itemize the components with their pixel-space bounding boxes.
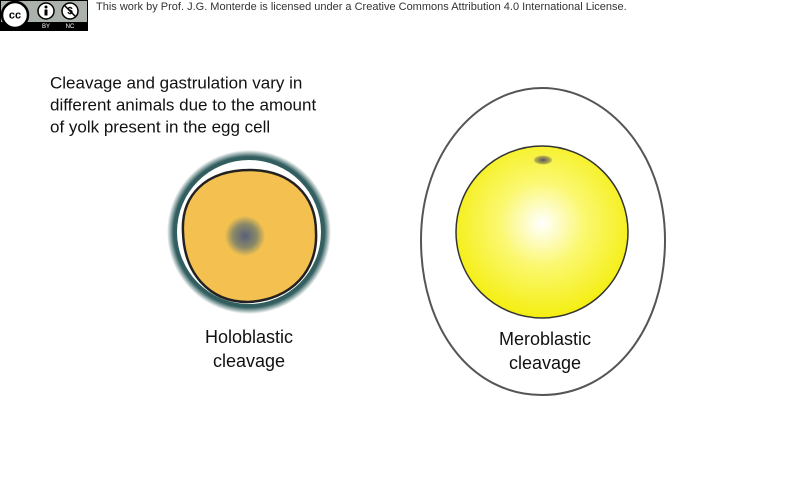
by-icon-body (44, 9, 48, 16)
description-line: Cleavage and gastrulation vary in (50, 73, 302, 92)
badge-by: BY (42, 24, 50, 30)
germinal-disc (534, 155, 552, 165)
holoblastic-egg (167, 150, 331, 314)
badge-strip (1, 22, 87, 30)
meroblastic-egg (419, 86, 667, 397)
badge-nc: NC (66, 24, 75, 30)
description-line: different animals due to the amount (50, 95, 316, 114)
figure-label: cleavage (509, 353, 581, 373)
nucleus (225, 216, 265, 256)
cc-circle (0, 0, 30, 30)
license-badge[interactable]: cc $ BY NC (0, 0, 88, 31)
figure-label: cleavage (213, 351, 285, 371)
yolk (455, 145, 629, 319)
figure-label: Holoblastic (205, 327, 293, 347)
license-text: This work by Prof. J.G. Monterde is lice… (96, 1, 627, 13)
figure-label: Meroblastic (499, 329, 591, 349)
cc-symbol: cc (9, 9, 21, 21)
nc-icon-slash (63, 4, 77, 18)
description-line: of yolk present in the egg cell (50, 117, 270, 136)
by-icon-head (44, 5, 48, 9)
